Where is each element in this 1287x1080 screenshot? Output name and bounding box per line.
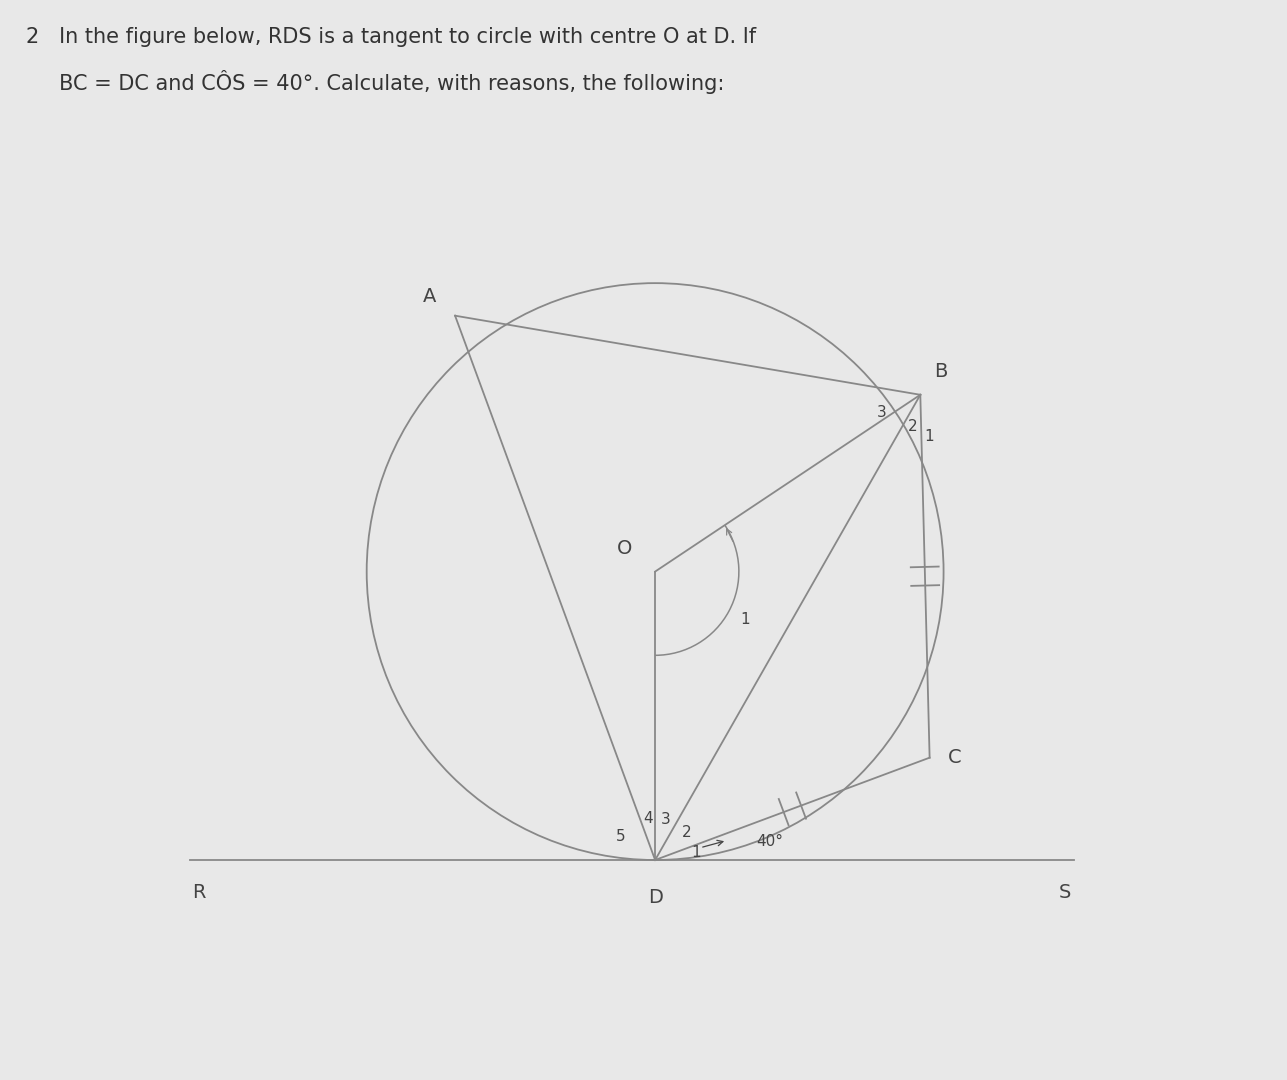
- Text: C: C: [949, 748, 961, 767]
- Text: 3: 3: [878, 405, 887, 420]
- Text: 40°: 40°: [755, 835, 782, 849]
- Text: 1: 1: [925, 429, 934, 444]
- Text: D: D: [647, 888, 663, 907]
- Text: O: O: [616, 539, 632, 557]
- Text: A: A: [423, 287, 436, 307]
- Text: 4: 4: [644, 811, 653, 826]
- Text: 2: 2: [682, 825, 692, 840]
- Text: 5: 5: [616, 828, 625, 843]
- Text: 2   In the figure below, RDS is a tangent to circle with centre O at D. If: 2 In the figure below, RDS is a tangent …: [26, 27, 755, 48]
- Text: 1: 1: [740, 612, 750, 627]
- Text: R: R: [193, 883, 206, 902]
- Text: BC = DC and CÔS = 40°. Calculate, with reasons, the following:: BC = DC and CÔS = 40°. Calculate, with r…: [26, 70, 725, 94]
- Text: 2: 2: [907, 419, 918, 434]
- Text: B: B: [934, 362, 947, 381]
- Text: S: S: [1058, 883, 1071, 902]
- Text: 3: 3: [662, 812, 671, 827]
- Text: 1: 1: [691, 845, 701, 860]
